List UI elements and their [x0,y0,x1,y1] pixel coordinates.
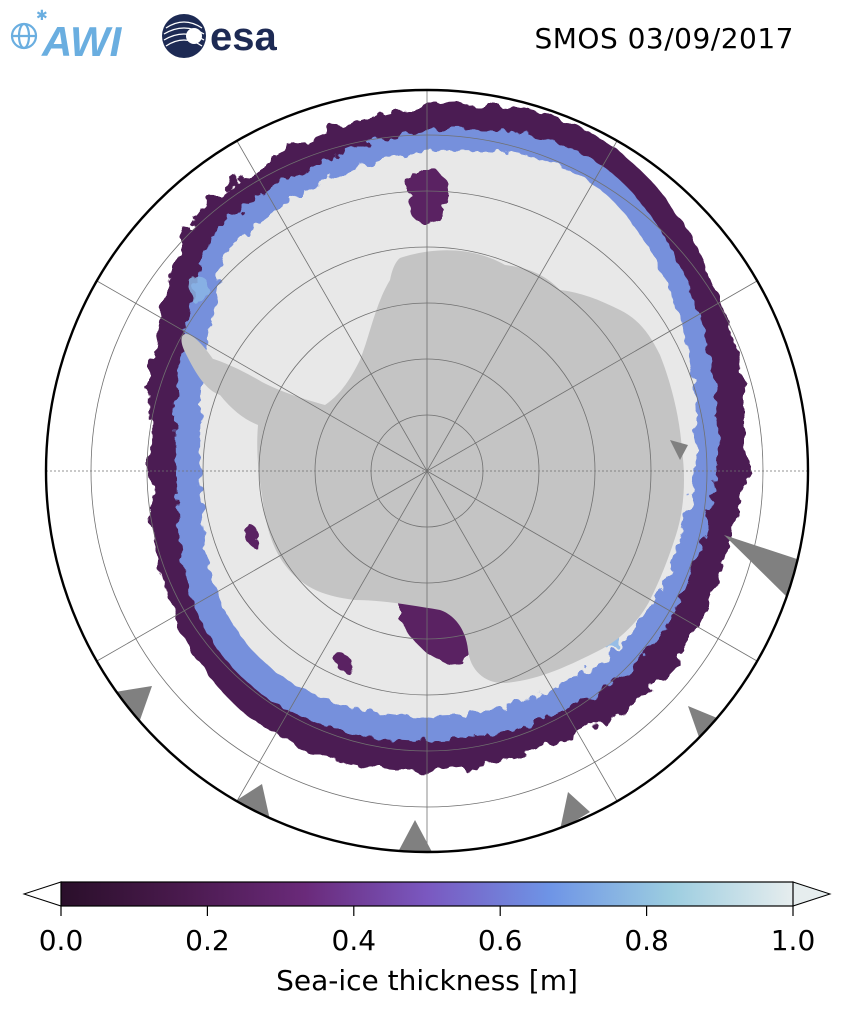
colorbar-gradient [61,882,793,906]
colorbar-extend-min [22,881,62,907]
awi-star-icon: ✱ [36,8,48,24]
colorbar-tick-label: 0.4 [331,924,377,957]
antarctica-landmass [208,250,684,684]
esa-logo: esa [162,14,277,59]
colorbar-tick-label: 0.8 [624,924,669,957]
colorbar-extend-max [792,881,832,907]
awi-logo: ✱ AWI [10,8,123,62]
colorbar-tick-label: 0.0 [38,924,84,957]
colorbar-label: Sea-ice thickness [m] [276,964,578,997]
esa-emblem-icon [162,14,206,58]
colorbar [22,881,832,916]
awi-globe-icon [10,22,38,50]
colorbar-tick-label: 0.2 [185,924,230,957]
esa-logo-text: esa [210,15,277,59]
antarctic-peninsula [181,333,225,395]
map-boundary [44,88,810,854]
awi-logo-text: AWI [41,18,123,62]
map-title: SMOS 03/09/2017 [534,22,794,55]
colorbar-tick-label: 1.0 [770,924,816,957]
colorbar-tick-label: 0.6 [477,924,523,957]
graticule [46,90,808,852]
missing-data-areas [115,440,800,852]
